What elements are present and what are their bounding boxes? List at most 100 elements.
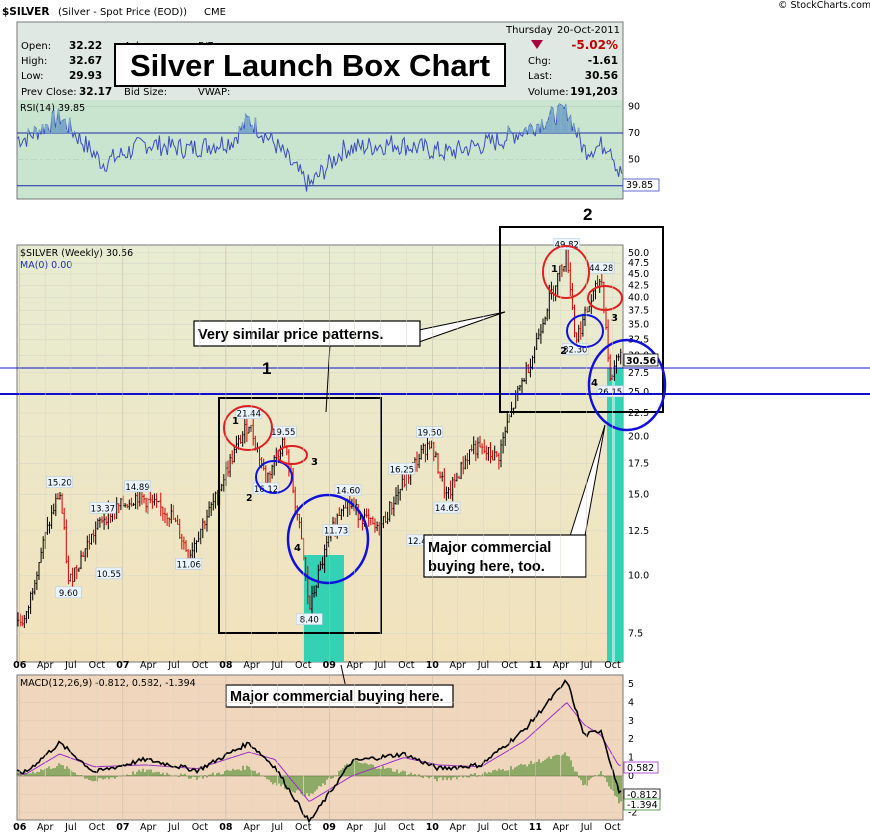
- price-label: 8.40: [300, 616, 319, 626]
- macd-grid: [17, 683, 623, 813]
- blue-circle-small-1: [255, 460, 293, 494]
- rsi-grid: [17, 106, 623, 187]
- pattern-1-label-1: 1: [232, 416, 239, 427]
- x-tick: 10: [426, 822, 440, 833]
- last-value: 30.56: [585, 70, 618, 82]
- price-label: 19.55: [271, 428, 295, 438]
- macd-tick: 5: [628, 679, 634, 690]
- price-label-box: [433, 501, 461, 514]
- callout-major-2-line2: buying here, too.: [428, 559, 545, 575]
- x-tick: Apr: [450, 660, 467, 671]
- box-1-number: 1: [262, 359, 271, 378]
- x-tick: Jul: [271, 822, 283, 833]
- x-tick: Oct: [295, 660, 312, 671]
- x-tick: Apr: [553, 822, 570, 833]
- callout-major-1: Major commercial buying here.: [225, 664, 454, 708]
- symbol-description: (Silver - Spot Price (EOD)): [58, 7, 187, 18]
- pattern-2-label-3: 3: [611, 313, 618, 324]
- price-label-box: [553, 238, 581, 250]
- open-label: Open:: [21, 41, 51, 52]
- x-tick: Jul: [167, 822, 179, 833]
- price-label: 19.50: [417, 429, 441, 439]
- price-tick: 27.5: [628, 368, 649, 379]
- price-tick: 25.0: [628, 387, 649, 398]
- x-tick: 07: [116, 822, 129, 833]
- callout-similar: Very similar price patterns.: [193, 311, 506, 413]
- down-triangle-icon: [531, 40, 543, 49]
- price-tick: 32.5: [628, 334, 649, 345]
- title-text: Silver Launch Box Chart: [130, 48, 490, 83]
- price-label: 14.60: [336, 487, 360, 497]
- pattern-1-label-3: 3: [311, 457, 318, 468]
- x-tick: Apr: [346, 822, 363, 833]
- x-tick: Oct: [192, 660, 209, 671]
- x-axis-macd: 06 Apr Jul Oct 07 Apr Jul Oct 08 Apr Jul Oct 09 Apr Ju…: [13, 675, 621, 833]
- red-circle-small-2: [587, 285, 623, 311]
- x-tick: Oct: [398, 822, 415, 833]
- red-circle-2: [542, 245, 590, 299]
- x-tick: Apr: [243, 660, 260, 671]
- open-value: 32.22: [69, 40, 102, 52]
- price-label: 9.60: [59, 589, 78, 599]
- x-tick: Jul: [64, 822, 76, 833]
- price-label-box: [388, 462, 416, 475]
- red-circle-small-1: [276, 445, 308, 465]
- price-label: 16.12: [254, 485, 278, 495]
- x-tick: Jul: [64, 660, 76, 671]
- title-box: [114, 43, 506, 87]
- rsi-last-tag: [622, 178, 660, 192]
- price-tick: 7.5: [628, 628, 643, 639]
- macd-tick: 2: [628, 734, 634, 745]
- price-label-box: [322, 524, 350, 536]
- x-tick: Jul: [271, 660, 283, 671]
- price-tick: 47.5: [628, 258, 649, 269]
- x-tick: 10: [426, 660, 440, 671]
- x-tick: Apr: [553, 660, 570, 671]
- price-tick: 22.5: [628, 408, 649, 419]
- macd-line-tag-value: -0.812: [627, 790, 658, 801]
- x-tick: Oct: [501, 822, 518, 833]
- price-label-box: [55, 586, 82, 599]
- x-tick: 07: [116, 660, 129, 671]
- macd-tick: 4: [628, 698, 634, 709]
- macd-tick: 1: [628, 753, 634, 764]
- rsi-axis: 90705030: [628, 102, 640, 192]
- low-label: Low:: [21, 71, 44, 82]
- price-label-box: [334, 484, 362, 497]
- price-axis: 50.047.545.042.540.037.535.032.530.027.5…: [628, 248, 649, 639]
- pattern-2-label-2: 2: [560, 346, 567, 357]
- x-tick: Apr: [243, 822, 260, 833]
- teal-zone-2-highlight: [612, 368, 615, 662]
- macd-tick: -2: [628, 808, 637, 819]
- x-tick: Oct: [398, 660, 415, 671]
- macd-histogram: [16, 752, 622, 804]
- top-frame: [16, 21, 624, 200]
- volume-label: Volume:: [528, 87, 569, 98]
- x-tick: Apr: [37, 822, 54, 833]
- macd-signal-tag-value: 0.582: [627, 763, 654, 774]
- price-label: 21.44: [237, 410, 261, 420]
- price-label: 11.06: [177, 560, 201, 570]
- price-label-box: [416, 426, 443, 438]
- rsi-tick: 50: [628, 154, 640, 165]
- price-label-box: [596, 385, 624, 398]
- macd-frame: [16, 674, 624, 821]
- x-tick: Apr: [450, 822, 467, 833]
- x-tick: Oct: [604, 822, 621, 833]
- vwap-label: VWAP:: [198, 87, 230, 98]
- x-tick: Jul: [580, 660, 592, 671]
- price-label-box: [295, 613, 323, 625]
- x-axis-price: 06 Apr Jul Oct 07 Apr Jul Oct 08 Apr Jul Oct 09 Apr Ju…: [13, 245, 621, 671]
- red-circle-1: [223, 405, 273, 451]
- rsi-panel-bg: [17, 100, 623, 199]
- x-tick: Jul: [580, 822, 592, 833]
- price-legend: $SILVER (Weekly) 30.56: [20, 248, 133, 259]
- low-value: 29.93: [69, 70, 102, 82]
- x-tick: Jul: [477, 822, 489, 833]
- x-tick: Oct: [192, 822, 209, 833]
- x-tick: 11: [529, 660, 542, 671]
- rsi-legend: RSI(14) 39.85: [20, 103, 85, 114]
- x-tick: 06: [13, 660, 27, 671]
- price-label: 32.30: [563, 345, 587, 355]
- price-tick: 10.0: [628, 571, 649, 582]
